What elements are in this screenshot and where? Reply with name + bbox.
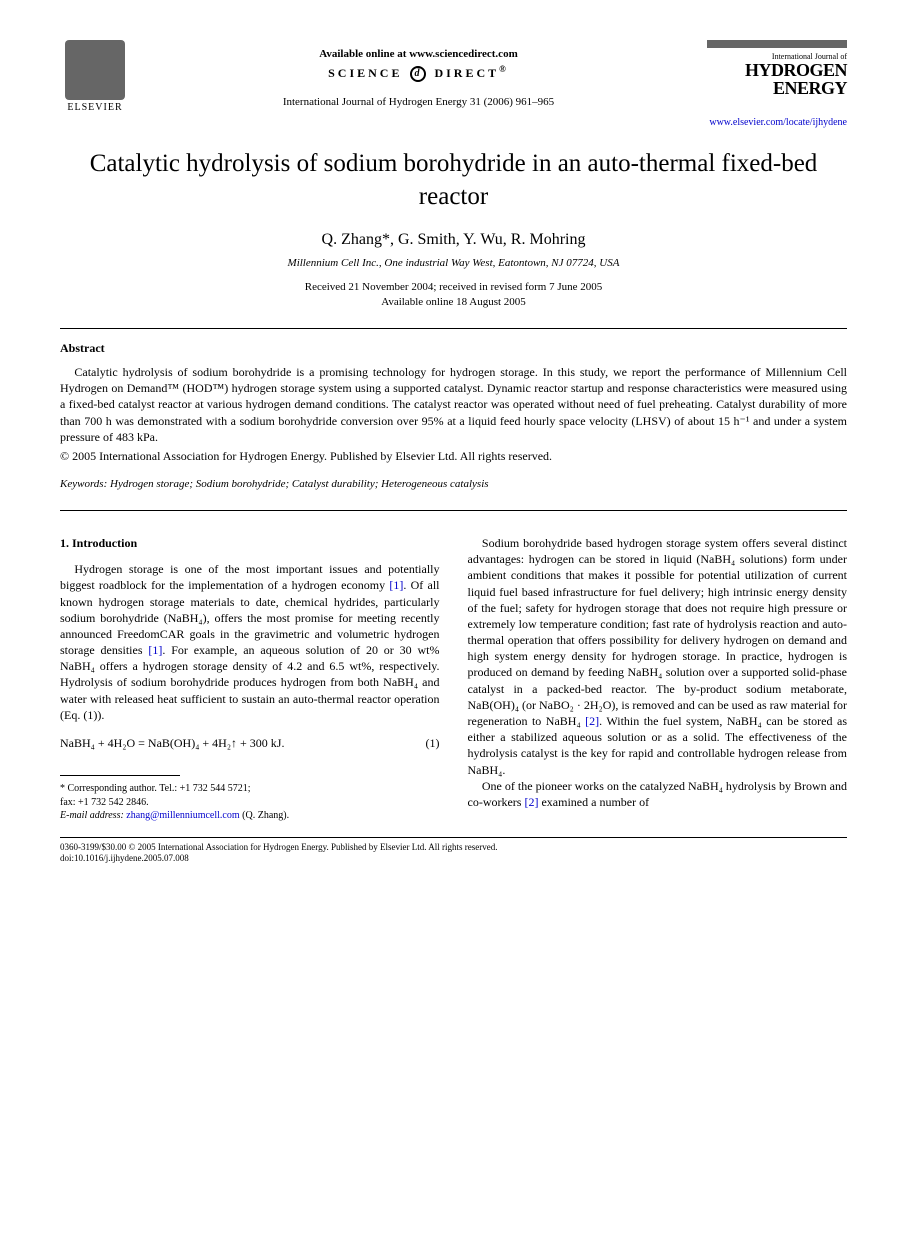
sd-word2: DIRECT — [434, 66, 499, 80]
intro-p1a: Hydrogen storage is one of the most impo… — [60, 562, 440, 592]
intro-heading: 1. Introduction — [60, 535, 440, 551]
doi-line: doi:10.1016/j.ijhydene.2005.07.008 — [60, 853, 847, 865]
authors-line: Q. Zhang*, G. Smith, Y. Wu, R. Mohring — [60, 231, 847, 249]
ref-link-1b[interactable]: [1] — [148, 643, 162, 657]
equation-1: NaBH₄ + 4H₂O = NaB(OH)₄ + 4H₂↑ + 300 kJ.… — [60, 735, 440, 751]
intro-para-1: Hydrogen storage is one of the most impo… — [60, 561, 440, 723]
received-dates: Received 21 November 2004; received in r… — [60, 281, 847, 293]
col2-p1a: Sodium borohydride based hydrogen storag… — [468, 536, 848, 728]
keywords-label: Keywords: — [60, 478, 107, 490]
sciencedirect-logo: SCIENCE d DIRECT® — [130, 64, 707, 82]
col2-p2b: examined a number of — [538, 795, 649, 809]
email-suffix: (Q. Zhang). — [240, 810, 289, 821]
elsevier-logo: ELSEVIER — [60, 40, 130, 120]
sd-word1: SCIENCE — [328, 66, 402, 80]
bottom-rule — [60, 837, 847, 838]
title-block: Catalytic hydrolysis of sodium borohydri… — [60, 148, 847, 308]
left-column: 1. Introduction Hydrogen storage is one … — [60, 535, 440, 823]
abstract-text: Catalytic hydrolysis of sodium borohydri… — [60, 364, 847, 445]
abstract-heading: Abstract — [60, 341, 847, 356]
header-row: ELSEVIER Available online at www.science… — [60, 40, 847, 128]
journal-name-2: ENERGY — [707, 79, 847, 97]
col2-para-2: One of the pioneer works on the catalyze… — [468, 778, 848, 810]
abstract-copyright: © 2005 International Association for Hyd… — [60, 449, 847, 464]
keywords-line: Keywords: Hydrogen storage; Sodium boroh… — [60, 478, 847, 490]
affiliation: Millennium Cell Inc., One industrial Way… — [60, 257, 847, 269]
elsevier-tree-icon — [65, 40, 125, 100]
bottom-copyright: 0360-3199/$30.00 © 2005 International As… — [60, 842, 847, 854]
col2-para-1: Sodium borohydride based hydrogen storag… — [468, 535, 848, 778]
paper-title: Catalytic hydrolysis of sodium borohydri… — [60, 148, 847, 213]
email-line: E-mail address: zhang@millenniumcell.com… — [60, 809, 440, 823]
email-link[interactable]: zhang@millenniumcell.com — [126, 810, 239, 821]
center-header: Available online at www.sciencedirect.co… — [130, 40, 707, 108]
keywords-text: Hydrogen storage; Sodium borohydride; Ca… — [107, 478, 488, 490]
online-date: Available online 18 August 2005 — [60, 296, 847, 308]
ref-link-2b[interactable]: [2] — [524, 795, 538, 809]
email-label: E-mail address: — [60, 810, 124, 821]
body-columns: 1. Introduction Hydrogen storage is one … — [60, 535, 847, 823]
rule-below-keywords — [60, 510, 847, 511]
ref-link-2[interactable]: [2] — [585, 714, 599, 728]
journal-reference: International Journal of Hydrogen Energy… — [130, 96, 707, 108]
elsevier-label: ELSEVIER — [67, 102, 122, 113]
footnote-block: * Corresponding author. Tel.: +1 732 544… — [60, 782, 440, 823]
sd-circle-icon: d — [410, 66, 426, 82]
fax-line: fax: +1 732 542 2846. — [60, 796, 440, 810]
right-column: Sodium borohydride based hydrogen storag… — [468, 535, 848, 823]
corresponding-author: * Corresponding author. Tel.: +1 732 544… — [60, 782, 440, 796]
rule-above-abstract — [60, 328, 847, 329]
journal-logo-block: International Journal of HYDROGEN ENERGY… — [707, 40, 847, 128]
ref-link-1[interactable]: [1] — [389, 578, 403, 592]
journal-url-link[interactable]: www.elsevier.com/locate/ijhydene — [707, 117, 847, 128]
footnote-rule — [60, 775, 180, 776]
available-online-text: Available online at www.sciencedirect.co… — [130, 48, 707, 60]
eq-number: (1) — [426, 735, 440, 751]
journal-name-1: HYDROGEN — [707, 61, 847, 79]
eq-formula: NaBH₄ + 4H₂O = NaB(OH)₄ + 4H₂↑ + 300 kJ. — [60, 735, 284, 751]
